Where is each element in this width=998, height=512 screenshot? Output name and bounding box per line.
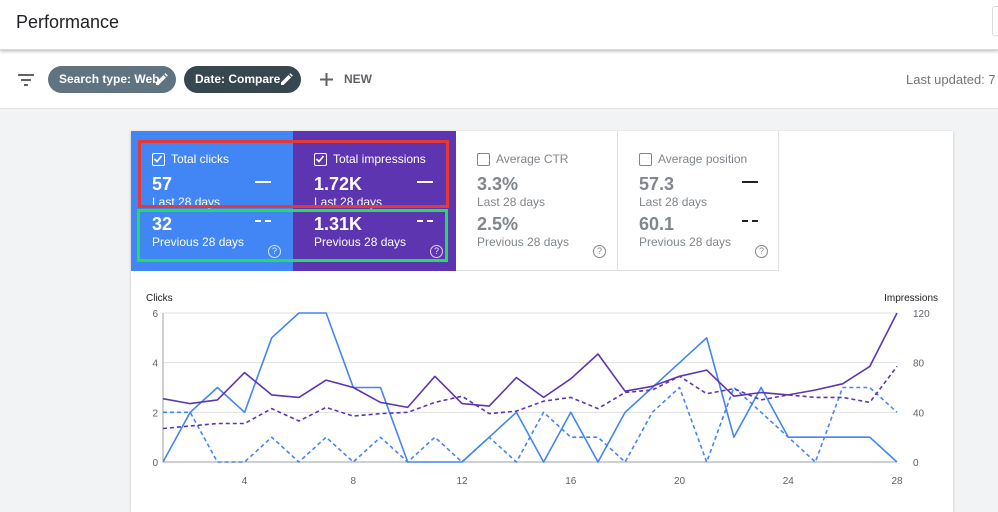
pencil-icon <box>281 73 293 85</box>
metric-total-clicks[interactable]: Total clicks 57 Last 28 days 32 Previous… <box>131 131 293 271</box>
help-icon[interactable]: ? <box>268 245 281 258</box>
filter-icon[interactable] <box>16 70 36 90</box>
plus-icon <box>320 73 333 86</box>
metric-total-impressions[interactable]: Total impressions 1.72K Last 28 days 1.3… <box>293 131 456 271</box>
metric-average-position[interactable]: Average position 57.3 Last 28 days 60.1 … <box>618 131 779 271</box>
metric-label: Total impressions <box>333 152 426 166</box>
solid-line-legend-icon <box>255 181 271 183</box>
checkbox-checked-icon[interactable] <box>314 153 327 166</box>
last-updated: Last updated: 7 <box>906 72 996 87</box>
metric-label: Average CTR <box>496 152 569 166</box>
help-icon[interactable]: ? <box>593 245 606 258</box>
date-label: Date: Compare <box>195 72 281 86</box>
metric-average-ctr[interactable]: Average CTR 3.3% Last 28 days 2.5% Previ… <box>456 131 618 271</box>
dashed-line-legend-icon <box>255 220 271 222</box>
metric-current-period: Last 28 days <box>639 195 708 209</box>
solid-line-legend-icon <box>742 181 758 183</box>
topbar-edge-control[interactable] <box>992 6 998 36</box>
help-icon[interactable]: ? <box>430 245 443 258</box>
checkbox-unchecked-icon[interactable] <box>639 153 652 166</box>
top-bar: Performance <box>0 0 998 50</box>
metric-current-value: 3.3% <box>477 174 519 194</box>
solid-line-legend-icon <box>417 181 433 183</box>
new-filter-button[interactable]: NEW <box>316 66 372 93</box>
performance-card: Total clicks 57 Last 28 days 32 Previous… <box>131 131 953 512</box>
date-chip[interactable]: Date: Compare <box>184 66 301 93</box>
checkbox-unchecked-icon[interactable] <box>477 153 490 166</box>
metric-previous-value: 60.1 <box>639 214 675 234</box>
metric-previous-value: 1.31K <box>314 214 363 234</box>
metric-current-value: 57 <box>152 174 173 194</box>
dashed-line-legend-icon <box>742 220 758 222</box>
metric-previous-value: 2.5% <box>477 214 519 234</box>
metric-current-period: Last 28 days <box>314 195 383 209</box>
metric-label: Total clicks <box>171 152 230 166</box>
dashed-line-legend-icon <box>417 220 433 222</box>
filter-bar: Search type: Web Date: Compare NEW Last … <box>0 51 998 109</box>
checkbox-checked-icon[interactable] <box>152 153 165 166</box>
page-title: Performance <box>16 12 120 32</box>
metric-previous-period: Previous 28 days <box>477 235 570 249</box>
metric-current-value: 57.3 <box>639 174 675 194</box>
new-filter-label: NEW <box>344 72 372 86</box>
metric-current-period: Last 28 days <box>477 195 546 209</box>
metric-current-value: 1.72K <box>314 174 363 194</box>
metric-label: Average position <box>658 152 748 166</box>
metric-previous-period: Previous 28 days <box>314 235 407 249</box>
metric-previous-value: 32 <box>152 214 173 234</box>
pencil-icon <box>156 73 168 85</box>
metric-current-period: Last 28 days <box>152 195 221 209</box>
search-type-label: Search type: Web <box>59 72 160 86</box>
metric-previous-period: Previous 28 days <box>152 235 245 249</box>
metric-previous-period: Previous 28 days <box>639 235 732 249</box>
search-type-chip[interactable]: Search type: Web <box>48 66 176 93</box>
help-icon[interactable]: ? <box>755 245 768 258</box>
